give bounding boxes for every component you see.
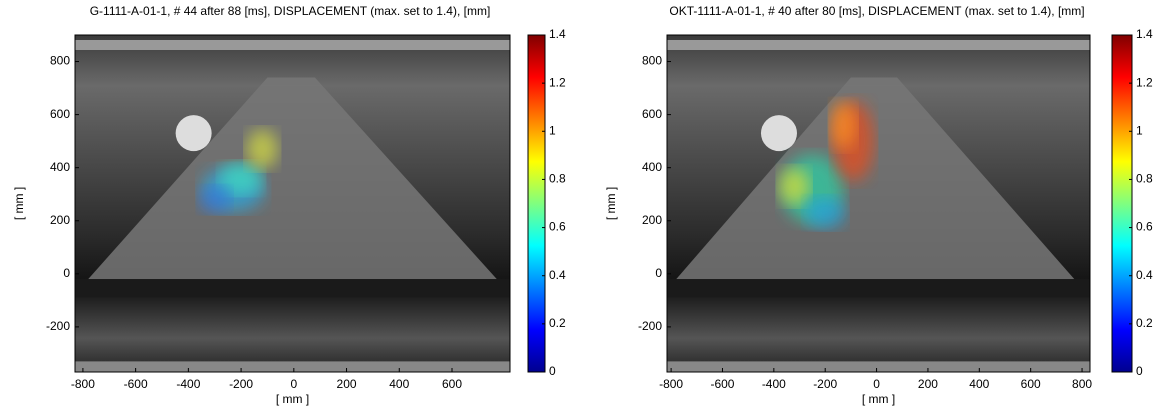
colorbar-tick-label: 0.6 [549, 220, 566, 234]
x-tick-label: 0 [290, 377, 297, 391]
floor [667, 361, 1090, 372]
specimen [676, 77, 1075, 280]
x-tick-label: 600 [1021, 377, 1041, 391]
colorbar-tick-label: 1.4 [549, 27, 566, 41]
x-tick-label: -800 [659, 377, 683, 391]
x-tick-label: -600 [710, 377, 734, 391]
x-tick-label: 200 [337, 377, 357, 391]
y-tick-label: 600 [642, 107, 662, 121]
x-tick-label: 0 [873, 377, 880, 391]
x-tick-label: -600 [124, 377, 148, 391]
frame-bar [667, 40, 1090, 50]
colorbar-tick-label: 0.8 [549, 172, 566, 186]
colorbar-tick-label: 1.2 [1136, 75, 1153, 89]
colorbar-tick-label: 0.2 [549, 316, 566, 330]
y-tick-label: 0 [655, 266, 662, 280]
y-axis-label: [ mm ] [604, 187, 618, 220]
support-beam [667, 279, 1090, 298]
floor [75, 361, 510, 372]
displacement-field [804, 196, 846, 229]
colorbar-tick-label: 0 [549, 364, 556, 378]
displacement-field [830, 101, 857, 150]
y-tick-label: 0 [63, 266, 70, 280]
marker [175, 115, 212, 152]
x-axis-label: [ mm ] [276, 392, 309, 406]
displacement-field [198, 186, 231, 213]
colorbar-tick-label: 1.4 [1136, 27, 1153, 41]
x-tick-label: -400 [762, 377, 786, 391]
photo [75, 35, 510, 372]
support-beam [75, 279, 510, 298]
displacement-field [778, 167, 810, 205]
y-tick-label: 600 [50, 107, 70, 121]
colorbar-tick-label: 1.2 [549, 75, 566, 89]
y-tick-label: 400 [50, 160, 70, 174]
colorbar [527, 34, 546, 373]
y-tick-label: -200 [46, 319, 70, 333]
x-tick-label: -800 [71, 377, 95, 391]
y-tick-label: -200 [638, 319, 662, 333]
displacement-field [246, 129, 278, 170]
colorbar-tick-label: 0.8 [1136, 172, 1153, 186]
y-tick-label: 400 [642, 160, 662, 174]
colorbar-tick-label: 0.6 [1136, 220, 1153, 234]
chart-title: OKT-1111-A-01-1, # 40 after 80 [ms], DIS… [669, 4, 1084, 18]
chart-title: G-1111-A-01-1, # 44 after 88 [ms], DISPL… [90, 4, 491, 18]
plot-frame [74, 34, 511, 373]
y-tick-label: 200 [642, 213, 662, 227]
x-tick-label: 400 [969, 377, 989, 391]
marker [760, 115, 797, 152]
colorbar-tick-label: 1 [1136, 123, 1143, 137]
x-axis-label: [ mm ] [862, 392, 895, 406]
y-tick-label: 800 [642, 54, 662, 68]
specimen [88, 77, 497, 280]
colorbar-tick-label: 0 [1136, 364, 1143, 378]
x-tick-label: 400 [389, 377, 409, 391]
y-tick-label: 200 [50, 213, 70, 227]
plot-frame [666, 34, 1091, 373]
displacement-field [220, 162, 263, 195]
colorbar-tick-label: 0.4 [1136, 268, 1153, 282]
colorbar-tick-label: 0.4 [549, 268, 566, 282]
x-tick-label: -200 [813, 377, 837, 391]
x-tick-label: -200 [229, 377, 253, 391]
colorbar-tick-label: 1 [549, 123, 556, 137]
x-tick-label: -400 [176, 377, 200, 391]
colorbar [1111, 34, 1133, 373]
colorbar-tick-label: 0.2 [1136, 316, 1153, 330]
x-tick-label: 600 [442, 377, 462, 391]
photo [667, 35, 1090, 372]
y-tick-label: 800 [50, 54, 70, 68]
x-tick-label: 800 [1072, 377, 1092, 391]
frame-bar [75, 40, 510, 50]
y-axis-label: [ mm ] [12, 187, 26, 220]
x-tick-label: 200 [918, 377, 938, 391]
